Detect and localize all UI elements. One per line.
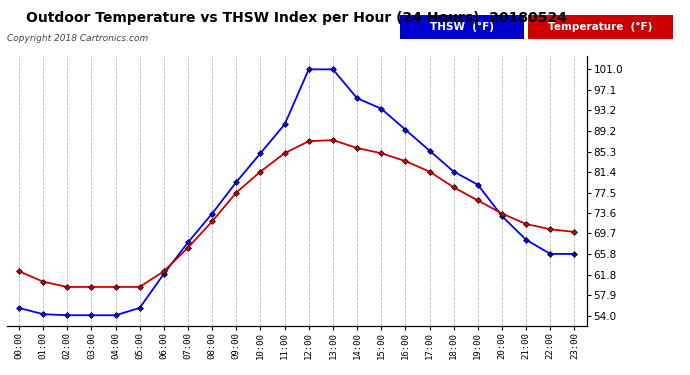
Text: Outdoor Temperature vs THSW Index per Hour (24 Hours)  20180524: Outdoor Temperature vs THSW Index per Ho…	[26, 11, 567, 25]
Text: THSW  (°F): THSW (°F)	[431, 22, 494, 32]
Text: Copyright 2018 Cartronics.com: Copyright 2018 Cartronics.com	[7, 34, 148, 43]
Text: Temperature  (°F): Temperature (°F)	[548, 22, 653, 32]
